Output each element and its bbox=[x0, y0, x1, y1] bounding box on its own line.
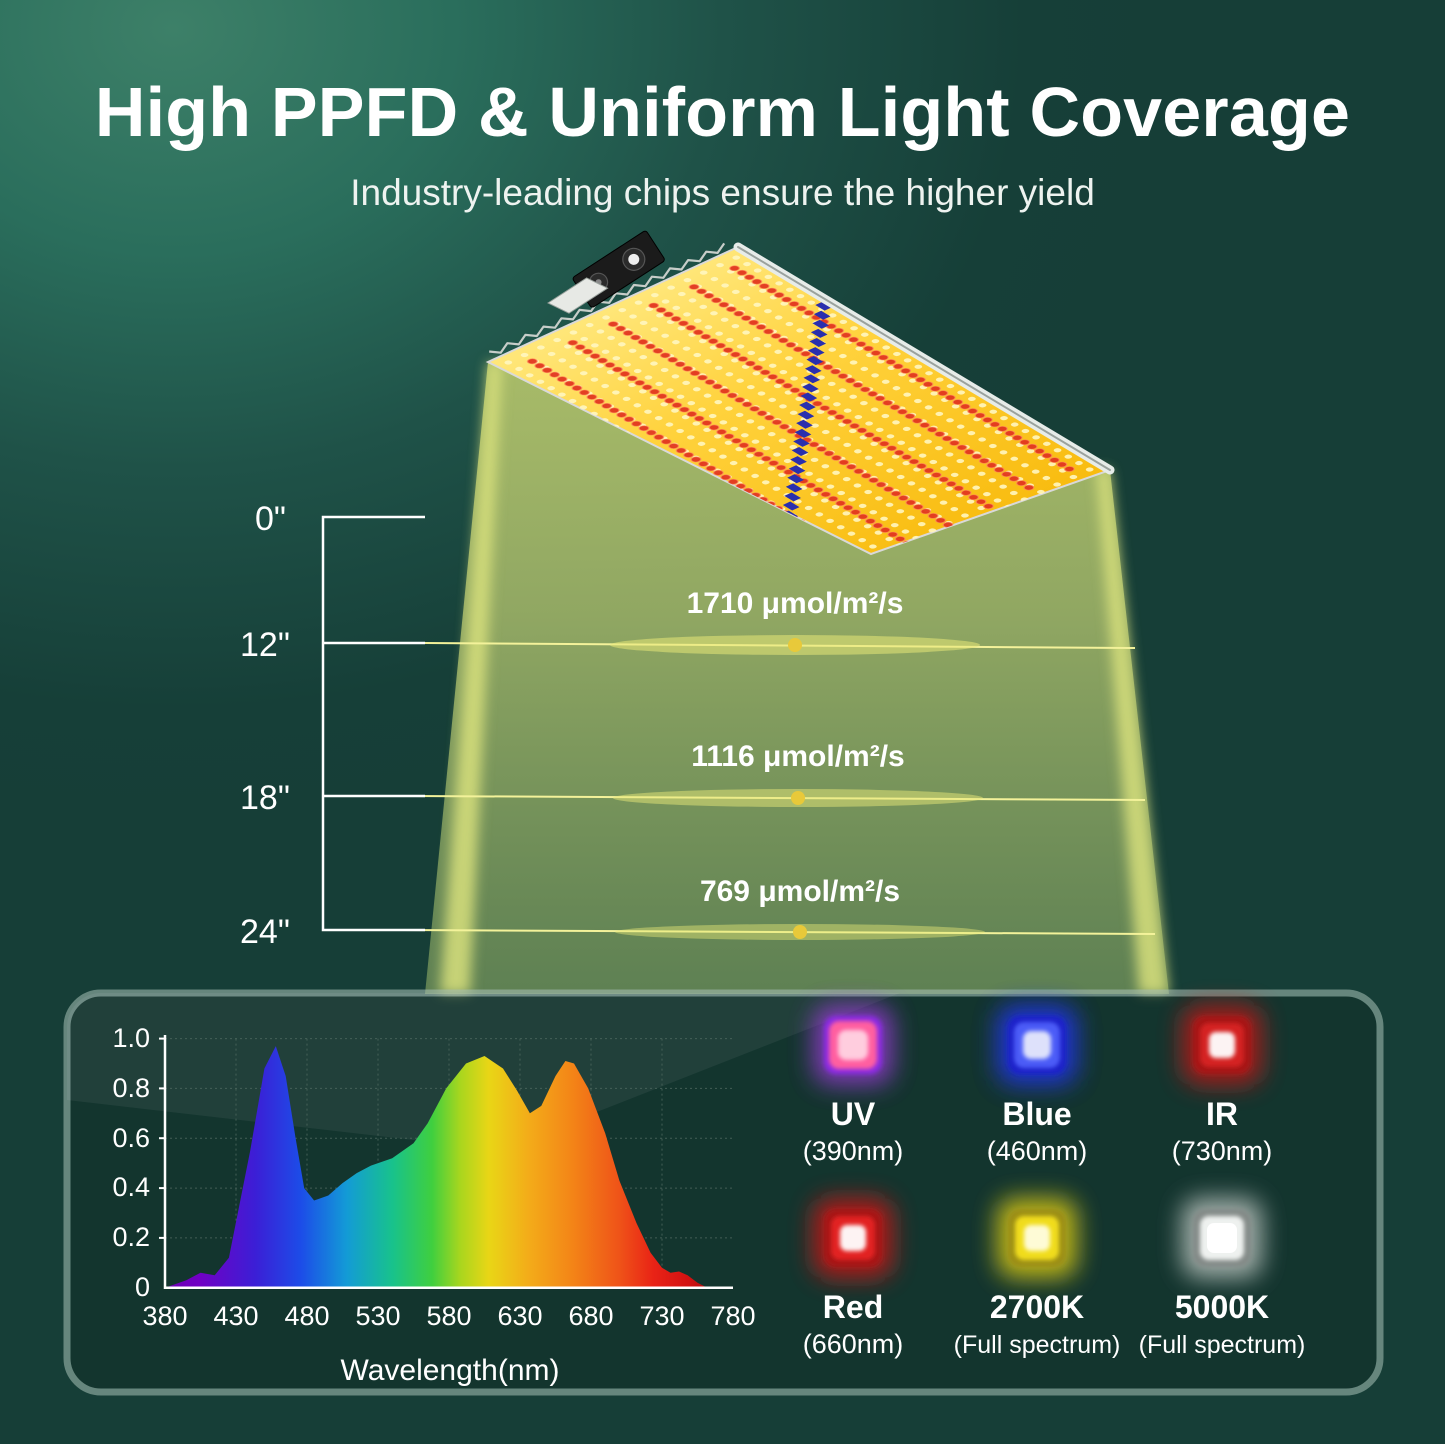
svg-text:(Full spectrum): (Full spectrum) bbox=[1139, 1331, 1306, 1359]
svg-text:0": 0" bbox=[255, 500, 286, 538]
svg-text:480: 480 bbox=[284, 1301, 329, 1331]
svg-text:(660nm): (660nm) bbox=[803, 1329, 904, 1359]
svg-text:1.0: 1.0 bbox=[112, 1023, 150, 1053]
svg-text:(730nm): (730nm) bbox=[1172, 1136, 1273, 1166]
svg-text:780: 780 bbox=[710, 1301, 755, 1331]
svg-text:IR: IR bbox=[1206, 1096, 1238, 1132]
svg-text:0.8: 0.8 bbox=[112, 1073, 150, 1103]
svg-text:2700K: 2700K bbox=[990, 1289, 1084, 1325]
svg-text:(Full spectrum): (Full spectrum) bbox=[954, 1331, 1121, 1359]
svg-text:Red: Red bbox=[823, 1289, 883, 1325]
svg-text:680: 680 bbox=[568, 1301, 613, 1331]
svg-text:580: 580 bbox=[426, 1301, 471, 1331]
svg-text:1710 μmol/m²/s: 1710 μmol/m²/s bbox=[687, 587, 904, 620]
svg-text:Blue: Blue bbox=[1002, 1096, 1071, 1132]
svg-text:(460nm): (460nm) bbox=[987, 1136, 1088, 1166]
svg-text:(390nm): (390nm) bbox=[803, 1136, 904, 1166]
svg-text:730: 730 bbox=[639, 1301, 684, 1331]
svg-text:1116 μmol/m²/s: 1116 μmol/m²/s bbox=[691, 740, 904, 773]
svg-text:769 μmol/m²/s: 769 μmol/m²/s bbox=[700, 875, 900, 908]
svg-text:UV: UV bbox=[831, 1096, 876, 1132]
svg-text:12": 12" bbox=[240, 626, 290, 664]
svg-text:24": 24" bbox=[240, 913, 290, 951]
svg-text:0.6: 0.6 bbox=[112, 1123, 150, 1153]
svg-text:0.4: 0.4 bbox=[112, 1172, 150, 1202]
svg-text:0.2: 0.2 bbox=[112, 1222, 150, 1252]
svg-text:Wavelength(nm): Wavelength(nm) bbox=[341, 1354, 560, 1387]
svg-text:630: 630 bbox=[497, 1301, 542, 1331]
svg-text:430: 430 bbox=[213, 1301, 258, 1331]
svg-text:18": 18" bbox=[240, 779, 290, 817]
svg-text:380: 380 bbox=[142, 1301, 187, 1331]
svg-text:5000K: 5000K bbox=[1175, 1289, 1269, 1325]
svg-text:0: 0 bbox=[135, 1272, 150, 1302]
svg-text:530: 530 bbox=[355, 1301, 400, 1331]
